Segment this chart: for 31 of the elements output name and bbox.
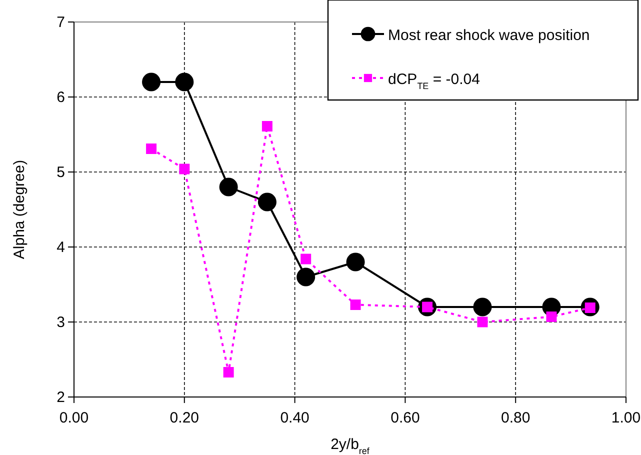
- point: [146, 144, 157, 154]
- point: [346, 252, 365, 272]
- y-tick-label: 5: [56, 164, 65, 181]
- y-tick-label: 7: [56, 14, 65, 31]
- y-axis-title: Alpha (degree): [11, 160, 28, 260]
- point: [223, 367, 234, 378]
- point: [296, 268, 316, 286]
- point: [142, 72, 161, 92]
- x-tick-label: 0.60: [390, 410, 420, 426]
- point: [258, 192, 276, 212]
- x-axis-title: 2y/b$_{ref}$: [330, 436, 370, 455]
- x-tick-label: 0.00: [59, 410, 89, 426]
- point: [473, 298, 492, 316]
- x-tick-label: 1.00: [611, 410, 641, 426]
- point: [546, 312, 557, 322]
- y-tick-label: 4: [56, 238, 65, 256]
- legend-label: dCP$_{TE}$ = -0.04: [388, 71, 480, 91]
- point: [175, 72, 194, 92]
- point: [262, 121, 272, 132]
- point: [219, 178, 238, 196]
- point: [350, 300, 361, 310]
- legend-label: Most rear shock wave position: [388, 27, 590, 44]
- x-tick-label: 0.40: [280, 410, 310, 426]
- x-tick-label: 0.80: [501, 410, 530, 426]
- x-tick-label: 0.20: [170, 410, 199, 426]
- y-tick-label: 3: [56, 314, 65, 331]
- point: [179, 164, 190, 174]
- point: [300, 254, 312, 264]
- point: [477, 316, 488, 328]
- y-tick-label: 6: [56, 88, 65, 106]
- y-tick-label: 2: [56, 388, 65, 406]
